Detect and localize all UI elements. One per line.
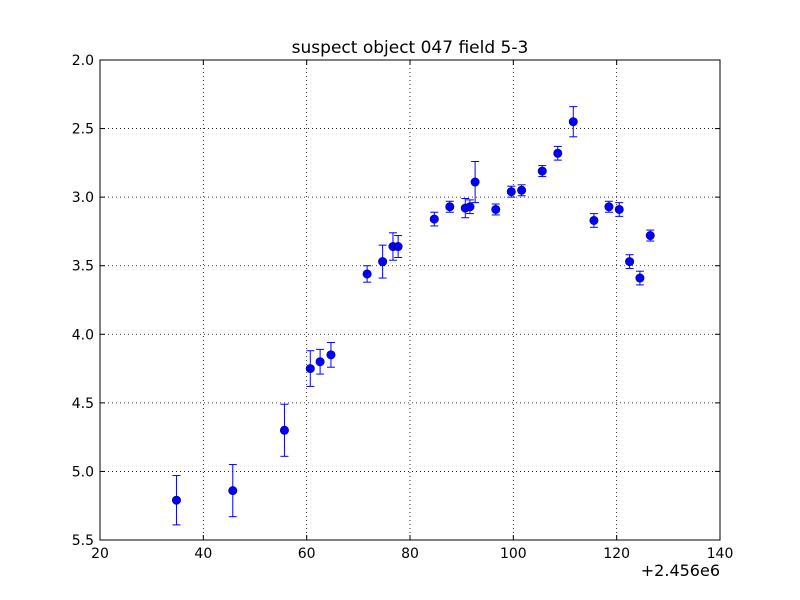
data-point: [568, 117, 578, 127]
plot-frame: [99, 59, 721, 541]
x-tick-label: 120: [603, 546, 630, 562]
data-point: [465, 202, 475, 212]
data-point: [445, 202, 455, 212]
data-point: [315, 357, 325, 367]
data-point: [506, 187, 516, 197]
y-tick-label: 4.0: [72, 327, 94, 343]
data-point: [228, 486, 238, 496]
data-point: [305, 364, 315, 374]
grid: [100, 60, 720, 540]
x-tick-label: 80: [401, 546, 419, 562]
y-tick-label: 5.0: [72, 464, 94, 480]
data-point: [171, 495, 181, 505]
x-tick-label: 20: [91, 546, 109, 562]
y-tick-label: 5.5: [72, 533, 94, 549]
data-point: [378, 257, 388, 267]
y-tick-label: 3.0: [72, 190, 94, 206]
y-tick-label: 4.5: [72, 396, 94, 412]
tick-labels: 20 40 60 80 100 120 140 2.0 2.5 3.0 3.5 4.0 4.5 5.0 5.…: [72, 53, 734, 562]
data-point: [393, 242, 403, 252]
y-tick-label: 2.0: [72, 53, 94, 69]
x-tick-label: 140: [707, 546, 734, 562]
data-point: [589, 215, 599, 225]
x-tick-label: 40: [194, 546, 212, 562]
data-point: [645, 231, 655, 241]
data-point: [517, 185, 527, 195]
x-axis-offset-label: +2.456e6: [641, 561, 720, 580]
data-point: [614, 204, 624, 214]
data-point: [279, 425, 289, 435]
data-point: [625, 257, 635, 267]
data-point: [326, 350, 336, 360]
data-point: [553, 148, 563, 158]
y-tick-label: 3.5: [72, 259, 94, 275]
data-point: [604, 202, 614, 212]
data-point: [537, 166, 547, 176]
data-point: [491, 204, 501, 214]
chart-title: suspect object 047 field 5-3: [292, 38, 529, 58]
data-point: [362, 269, 372, 279]
x-tick-label: 100: [500, 546, 527, 562]
data-point: [470, 177, 480, 187]
y-tick-label: 2.5: [72, 122, 94, 138]
x-tick-label: 60: [298, 546, 316, 562]
data-point: [635, 273, 645, 283]
data-series: [171, 106, 655, 526]
data-point: [429, 214, 439, 224]
